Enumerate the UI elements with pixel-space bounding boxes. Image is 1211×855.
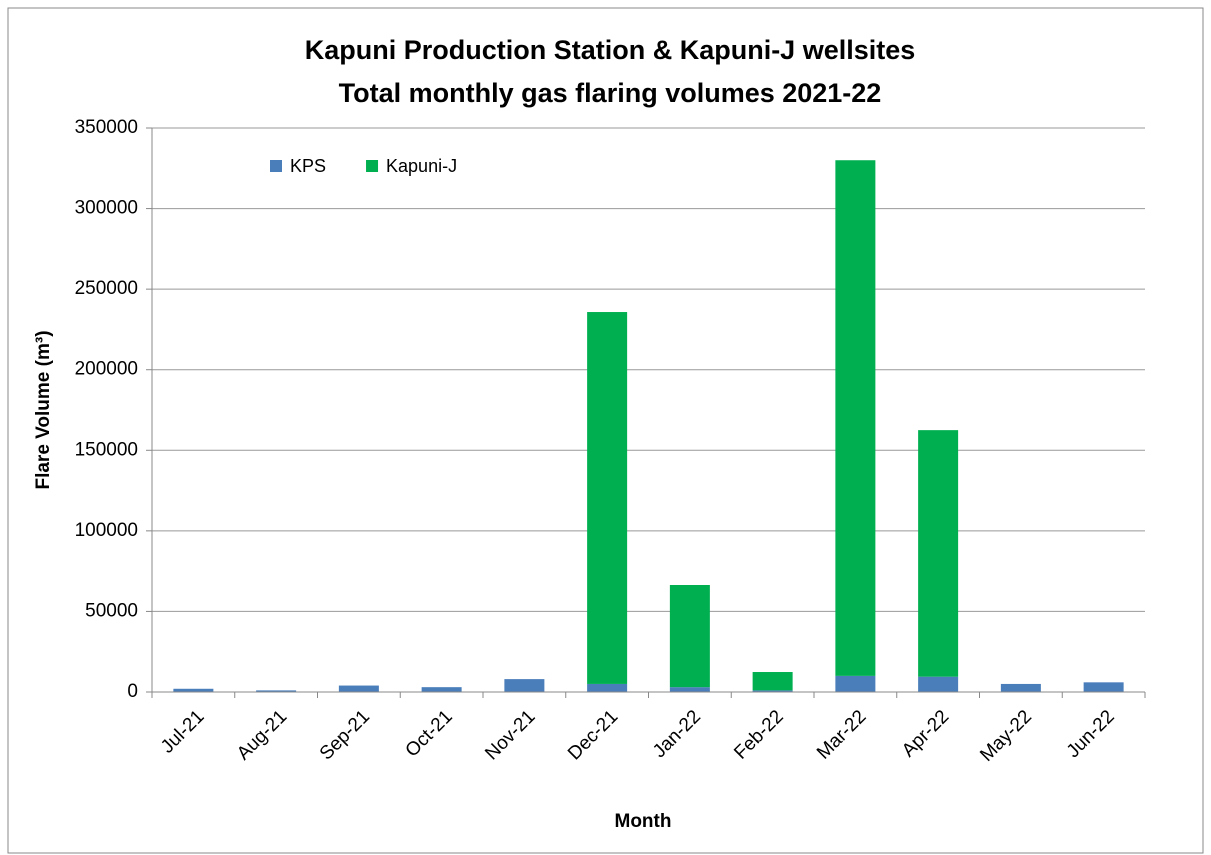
bar-segment — [918, 676, 959, 692]
y-tick-label: 50000 — [85, 600, 138, 621]
bar-segment — [587, 312, 628, 684]
bar-segment — [587, 683, 628, 692]
bar-segment — [173, 688, 214, 692]
y-tick-label: 0 — [127, 681, 138, 702]
bar-segment — [256, 690, 297, 692]
y-tick-label: 250000 — [75, 278, 138, 299]
bar-segment — [504, 679, 545, 692]
bar-segment — [918, 430, 959, 677]
legend-swatch — [366, 160, 379, 172]
bar-segment — [752, 690, 793, 692]
bar-segment — [669, 585, 710, 688]
bar-segment — [1000, 683, 1041, 692]
y-tick-label: 100000 — [75, 520, 138, 541]
legend-label: KPS — [290, 156, 326, 176]
chart-subtitle: Total monthly gas flaring volumes 2021-2… — [339, 78, 882, 108]
y-tick-label: 350000 — [75, 117, 138, 138]
y-tick-label: 300000 — [75, 198, 138, 219]
bar-segment — [1083, 682, 1124, 692]
bar-segment — [752, 672, 793, 691]
legend-swatch — [270, 160, 282, 172]
chart-title: Kapuni Production Station & Kapuni-J wel… — [305, 35, 916, 65]
y-axis-title: Flare Volume (m³) — [33, 330, 54, 489]
bar-segment — [421, 687, 462, 692]
bar-segment — [835, 160, 876, 676]
legend-label: Kapuni-J — [386, 156, 457, 176]
y-tick-label: 200000 — [75, 359, 138, 380]
bar-segment — [338, 685, 379, 692]
y-tick-label: 150000 — [75, 439, 138, 460]
x-axis-title: Month — [615, 811, 672, 832]
bar-segment — [669, 687, 710, 692]
bar-segment — [835, 675, 876, 692]
